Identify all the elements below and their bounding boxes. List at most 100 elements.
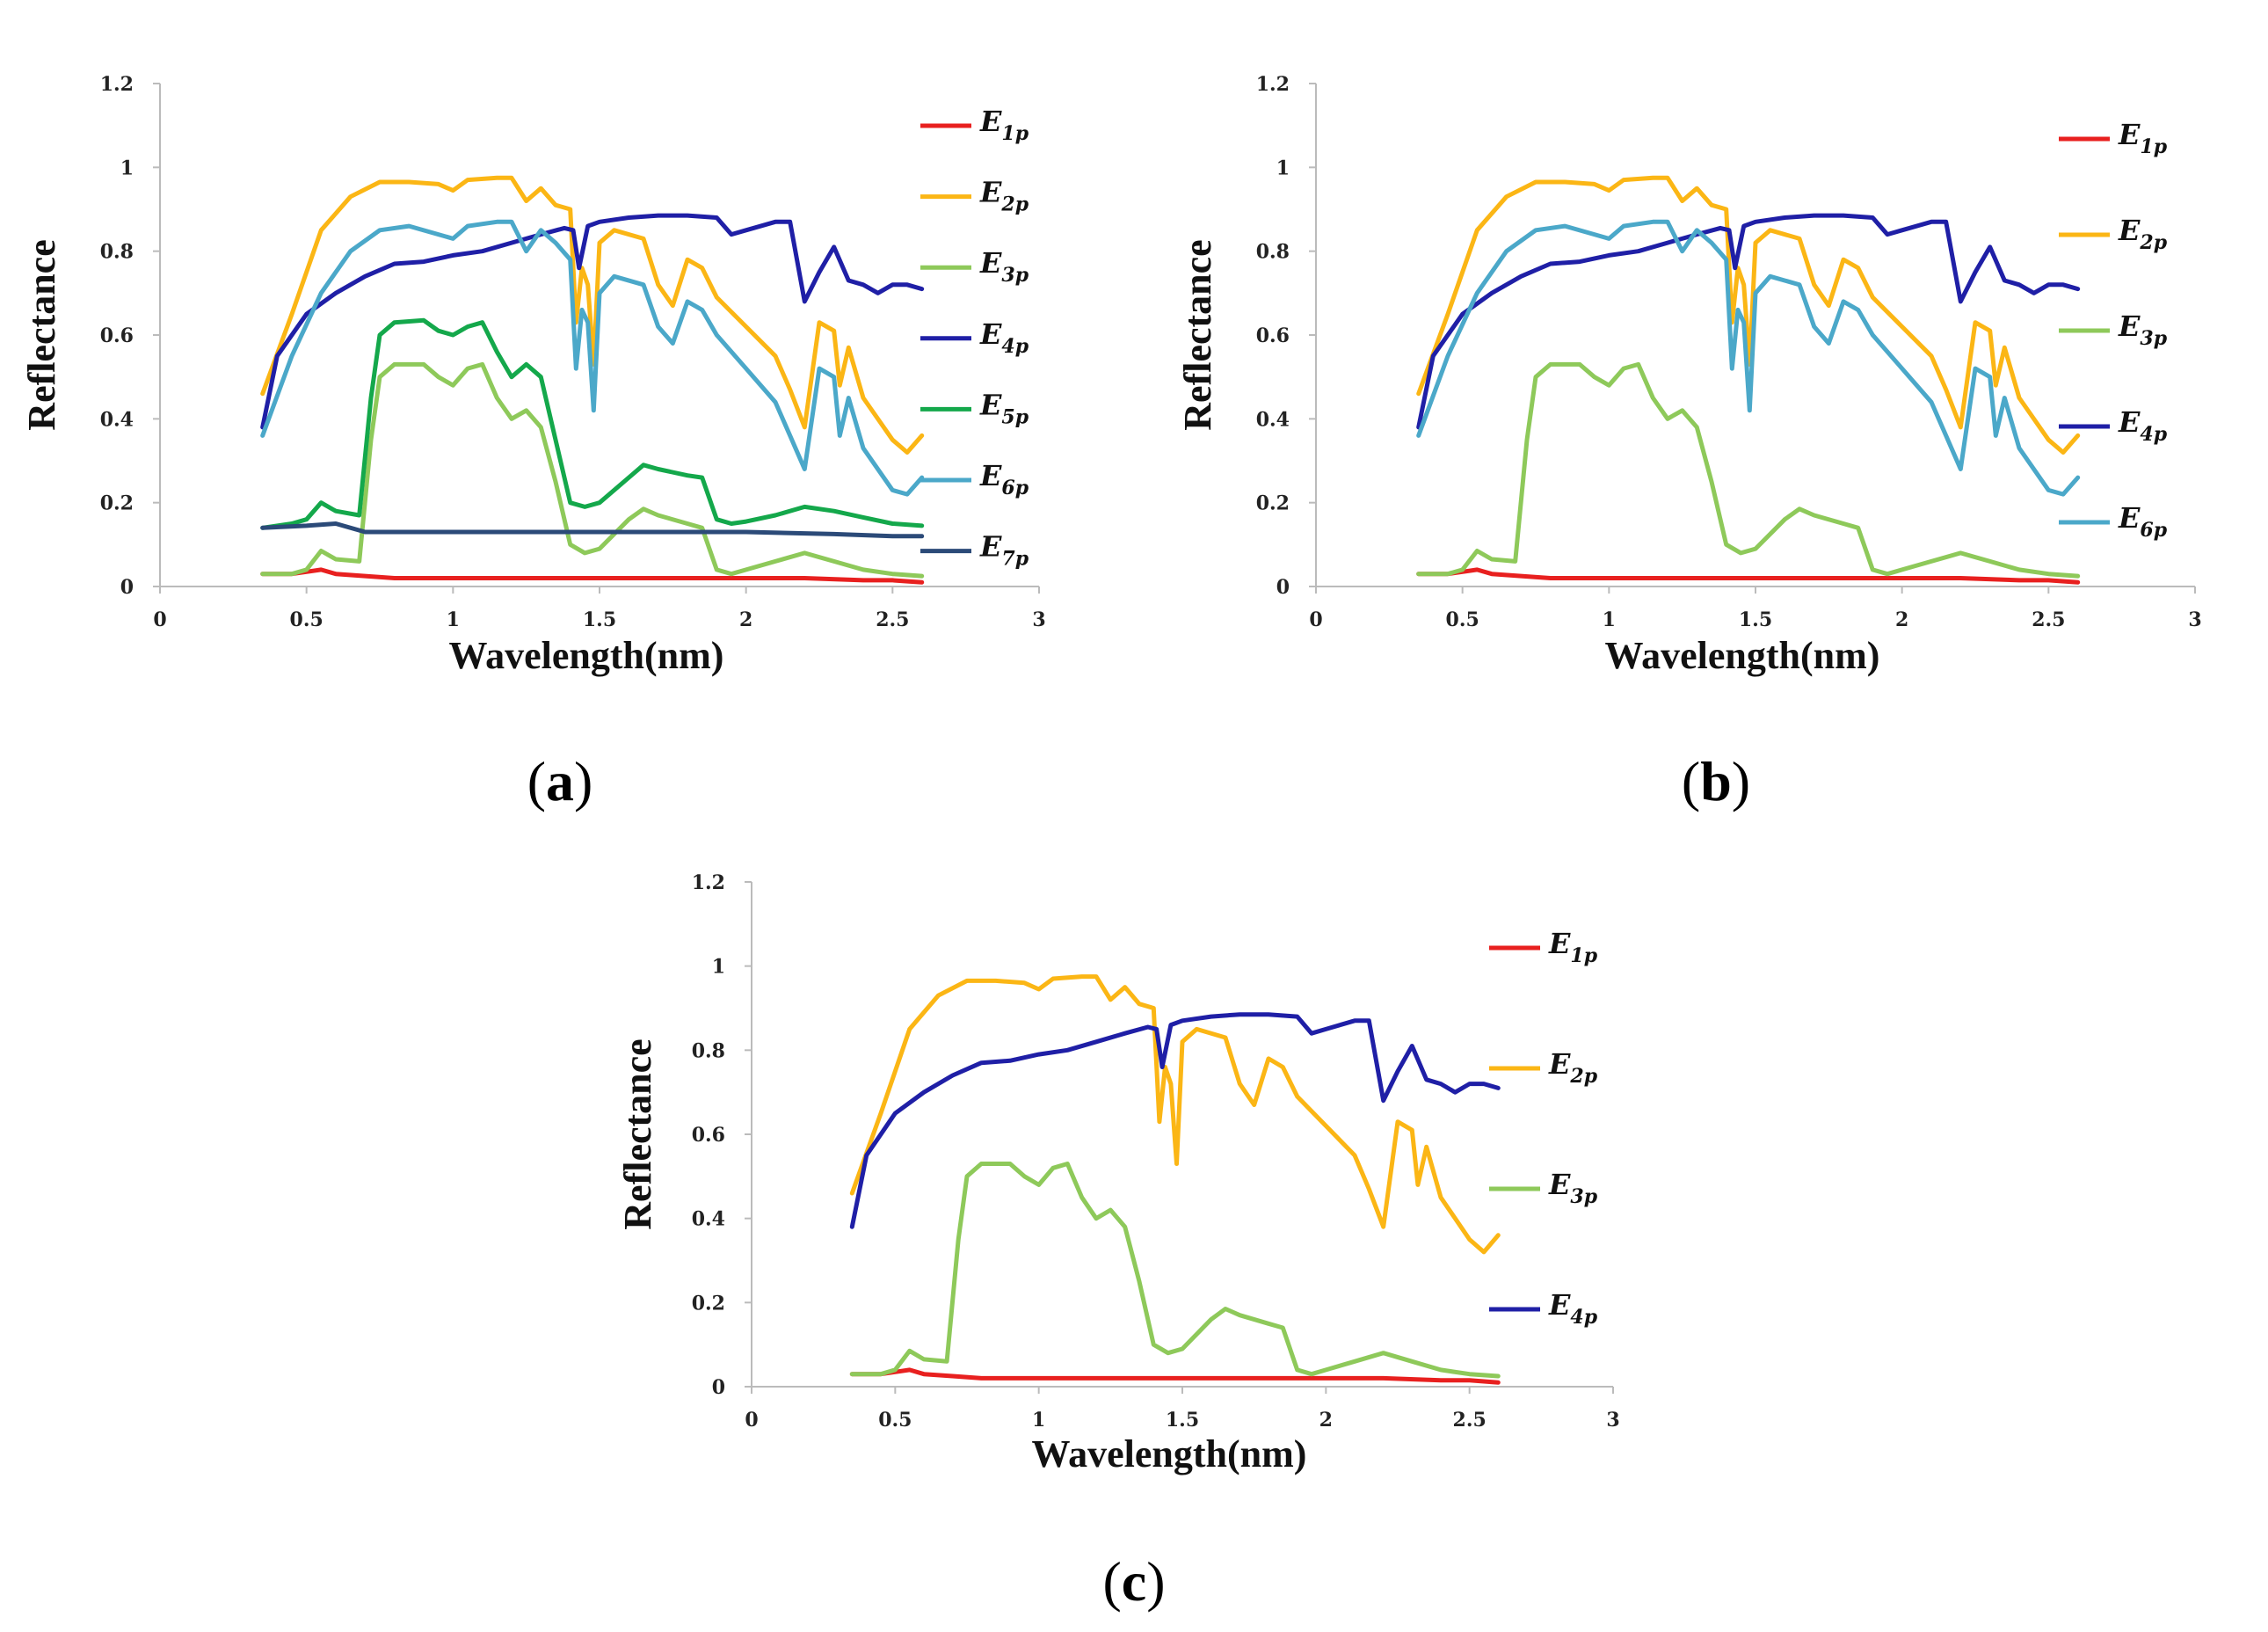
legend-subscript: 1p xyxy=(2140,135,2167,158)
series-line-E4p xyxy=(260,213,925,430)
y-tick-label: 0 xyxy=(1276,576,1290,599)
legend-subscript: 7p xyxy=(1001,548,1029,571)
series-line-E5p xyxy=(260,317,925,530)
legend-subscript: 3p xyxy=(2140,327,2167,350)
panel-label-letter: c xyxy=(1122,1550,1146,1613)
legend-subscript: 1p xyxy=(1570,944,1597,967)
legend-symbol: E xyxy=(979,246,1002,280)
legend-subscript: 4p xyxy=(1570,1306,1597,1329)
y-tick-label: 1 xyxy=(712,956,725,979)
series-line-E2p xyxy=(260,175,925,455)
legend-subscript: 2p xyxy=(1000,193,1029,216)
x-tick-label: 3 xyxy=(2188,608,2201,631)
x-axis-title: Wavelength(nm) xyxy=(449,634,724,677)
series-line-E1p xyxy=(260,567,925,585)
x-tick-label: 0 xyxy=(153,608,166,631)
y-tick-label: 0.2 xyxy=(692,1292,725,1315)
legend-symbol: E xyxy=(979,530,1002,564)
legend-subscript: 1p xyxy=(1001,122,1029,145)
y-tick-label: 0.6 xyxy=(100,324,134,347)
series-line-E1p xyxy=(849,1367,1501,1385)
legend-symbol: E xyxy=(2118,501,2141,535)
legend-symbol: E xyxy=(1548,927,1571,960)
x-tick-label: 2 xyxy=(1319,1409,1333,1432)
x-tick-label: 1.5 xyxy=(583,608,616,631)
legend-symbol: E xyxy=(979,317,1002,351)
y-axis-title: Reflectance xyxy=(1176,239,1219,430)
y-tick-label: 0.2 xyxy=(100,492,134,515)
legend-label-E1p: E1p xyxy=(2118,118,2168,158)
x-tick-label: 1 xyxy=(1603,608,1616,631)
series-line-E1p xyxy=(1416,567,2081,585)
legend-subscript: 6p xyxy=(1001,477,1029,499)
legend-subscript: 3p xyxy=(1570,1185,1597,1208)
legend-symbol: E xyxy=(979,459,1002,492)
legend-subscript: 6p xyxy=(2140,519,2167,542)
y-tick-label: 0.4 xyxy=(100,408,134,431)
series-line-E3p xyxy=(1416,361,2081,579)
legend-symbol: E xyxy=(979,105,1002,138)
legend-label-E3p: E3p xyxy=(979,246,1029,287)
legend-symbol: E xyxy=(2118,214,2141,247)
legend-label-E3p: E3p xyxy=(1548,1168,1598,1208)
y-tick-label: 0 xyxy=(120,576,134,599)
legend-label-E6p: E6p xyxy=(2118,501,2168,542)
panel-label-a: (a) xyxy=(527,750,593,812)
legend-label-E1p: E1p xyxy=(979,105,1029,145)
x-tick-label: 2 xyxy=(739,608,752,631)
panel-label-b: (b) xyxy=(1682,750,1750,812)
y-tick-label: 0.6 xyxy=(1256,324,1290,347)
legend-subscript: 5p xyxy=(1001,405,1029,428)
y-tick-label: 0.2 xyxy=(1256,492,1290,515)
series-line-E3p xyxy=(849,1162,1501,1379)
chart-panel-a: 0 0.2 0.4 0.6 0.8 1 1.2 0 0.5 1 1.5 2 2.5 3 Reflectanc… xyxy=(20,73,1046,677)
y-axis-title: Reflectance xyxy=(20,239,63,430)
y-tick-label: 0.8 xyxy=(1256,241,1290,264)
x-tick-label: 1.5 xyxy=(1166,1409,1199,1432)
y-tick-label: 1.2 xyxy=(1256,73,1290,96)
x-tick-label: 0.5 xyxy=(290,608,323,631)
series-line-E2p xyxy=(849,974,1501,1255)
legend-symbol: E xyxy=(2118,118,2141,151)
series-line-E2p xyxy=(1416,175,2081,455)
x-tick-label: 0 xyxy=(745,1409,758,1432)
legend-label-E4p: E4p xyxy=(979,317,1029,358)
legend-label-E2p: E2p xyxy=(1548,1047,1598,1088)
chart-panel-b: 0 0.2 0.4 0.6 0.8 1 1.2 0 0.5 1 1.5 2 2.5 3 Reflectanc… xyxy=(1176,73,2202,677)
panel-label-letter: b xyxy=(1700,750,1732,812)
legend-label-E3p: E3p xyxy=(2118,310,2168,350)
y-tick-label: 0.8 xyxy=(692,1039,725,1062)
legend-label-E5p: E5p xyxy=(979,388,1029,428)
x-tick-label: 0.5 xyxy=(1446,608,1479,631)
y-axis-title: Reflectance xyxy=(616,1038,659,1229)
x-tick-label: 1.5 xyxy=(1739,608,1772,631)
legend-symbol: E xyxy=(2118,405,2141,439)
legend-label-E4p: E4p xyxy=(1548,1288,1598,1329)
x-tick-label: 1 xyxy=(447,608,460,631)
x-tick-label: 0 xyxy=(1309,608,1322,631)
legend-symbol: E xyxy=(1548,1047,1571,1081)
legend-symbol: E xyxy=(979,388,1002,421)
y-tick-label: 0 xyxy=(712,1376,725,1399)
x-tick-label: 2 xyxy=(1895,608,1908,631)
y-tick-label: 0.4 xyxy=(692,1208,725,1231)
legend-symbol: E xyxy=(2118,310,2141,343)
legend-label-E1p: E1p xyxy=(1548,927,1598,967)
x-axis-title: Wavelength(nm) xyxy=(1032,1432,1307,1475)
series-line-E4p xyxy=(1416,213,2081,430)
y-tick-label: 0.4 xyxy=(1256,408,1290,431)
y-tick-label: 0.8 xyxy=(100,241,134,264)
y-tick-label: 0.6 xyxy=(692,1124,725,1147)
y-tick-label: 1 xyxy=(120,157,134,179)
x-axis-title: Wavelength(nm) xyxy=(1605,634,1880,677)
series-line-E6p xyxy=(260,219,925,497)
legend-label-E2p: E2p xyxy=(979,176,1029,216)
x-tick-label: 3 xyxy=(1032,608,1045,631)
legend-symbol: E xyxy=(979,176,1002,209)
panel-label-c: (c) xyxy=(1102,1550,1165,1613)
panel-label-letter: a xyxy=(546,750,574,812)
legend-subscript: 4p xyxy=(1001,335,1029,358)
x-tick-label: 2.5 xyxy=(876,608,909,631)
legend-subscript: 4p xyxy=(2140,423,2167,446)
